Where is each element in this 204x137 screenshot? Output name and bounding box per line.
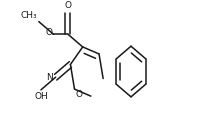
Text: OH: OH <box>34 92 48 101</box>
Text: CH₃: CH₃ <box>21 11 38 20</box>
Text: O: O <box>46 28 53 37</box>
Text: O: O <box>75 90 82 99</box>
Text: N: N <box>46 73 53 82</box>
Text: O: O <box>64 1 71 10</box>
